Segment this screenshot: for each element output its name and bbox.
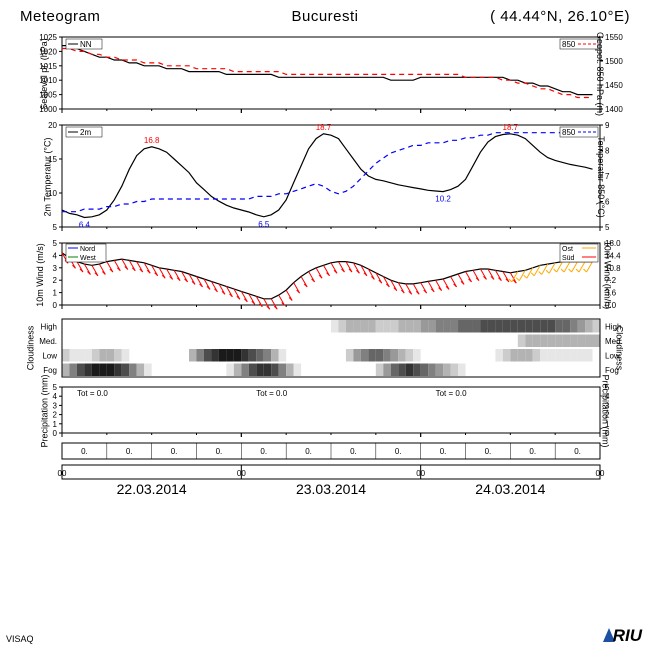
svg-text:1400: 1400: [605, 105, 623, 114]
svg-text:Tot = 0.0: Tot = 0.0: [256, 389, 287, 398]
svg-text:0.: 0.: [126, 447, 133, 456]
svg-text:0.: 0.: [440, 447, 447, 456]
panels-container: 1000100510101015102010251400145015001550…: [0, 31, 650, 497]
svg-text:High: High: [41, 322, 57, 331]
svg-text:00: 00: [237, 469, 246, 478]
svg-text:1550: 1550: [605, 33, 623, 42]
svg-text:10.2: 10.2: [435, 195, 451, 204]
svg-text:850: 850: [562, 40, 576, 49]
svg-text:0.: 0.: [574, 447, 581, 456]
svg-text:0: 0: [53, 429, 58, 438]
svg-text:Süd: Süd: [562, 255, 575, 262]
svg-text:0: 0: [53, 301, 58, 310]
svg-text:0.: 0.: [260, 447, 267, 456]
svg-text:9: 9: [605, 121, 610, 130]
svg-text:0.: 0.: [485, 447, 492, 456]
svg-text:0.: 0.: [529, 447, 536, 456]
svg-text:5: 5: [53, 383, 58, 392]
svg-text:0.: 0.: [350, 447, 357, 456]
svg-text:1: 1: [53, 420, 58, 429]
svg-text:0.: 0.: [81, 447, 88, 456]
svg-text:0.: 0.: [395, 447, 402, 456]
svg-text:Nord: Nord: [80, 246, 95, 253]
svg-text:4: 4: [53, 251, 58, 260]
svg-text:2: 2: [53, 276, 58, 285]
svg-text:23.03.2014: 23.03.2014: [296, 481, 366, 497]
svg-text:3: 3: [53, 264, 58, 273]
svg-text:24.03.2014: 24.03.2014: [475, 481, 545, 497]
svg-text:18.7: 18.7: [503, 123, 519, 132]
svg-text:00: 00: [596, 469, 605, 478]
svg-text:16.8: 16.8: [144, 136, 160, 145]
svg-text:3: 3: [53, 401, 58, 410]
svg-text:4: 4: [53, 392, 58, 401]
svg-text:Med.: Med.: [39, 337, 57, 346]
svg-text:Low: Low: [42, 351, 57, 360]
svg-text:0.: 0.: [305, 447, 312, 456]
svg-text:6.5: 6.5: [258, 220, 270, 229]
svg-text:NN: NN: [80, 40, 92, 49]
svg-text:2m: 2m: [80, 128, 91, 137]
svg-text:00: 00: [416, 469, 425, 478]
svg-text:1450: 1450: [605, 81, 623, 90]
footer-left: VISAQ: [6, 634, 34, 644]
svg-text:00: 00: [58, 469, 67, 478]
svg-text:850: 850: [562, 128, 576, 137]
svg-text:0.: 0.: [171, 447, 178, 456]
svg-text:1: 1: [53, 289, 58, 298]
footer-logo: RIU: [603, 626, 642, 646]
header-title: Meteogram: [20, 8, 223, 25]
svg-text:Ost: Ost: [562, 246, 573, 253]
svg-text:5: 5: [605, 223, 610, 232]
svg-text:18.7: 18.7: [316, 123, 332, 132]
svg-text:Tot = 0.0: Tot = 0.0: [77, 389, 108, 398]
svg-text:1500: 1500: [605, 57, 623, 66]
svg-text:West: West: [80, 255, 96, 262]
header-coords: ( 44.44°N, 26.10°E): [427, 8, 630, 25]
svg-text:22.03.2014: 22.03.2014: [117, 481, 187, 497]
header-location: Bucuresti: [223, 8, 426, 25]
svg-text:Fog: Fog: [43, 366, 57, 375]
svg-text:6.4: 6.4: [79, 220, 91, 229]
svg-text:Tot = 0.0: Tot = 0.0: [436, 389, 467, 398]
svg-text:20: 20: [48, 121, 57, 130]
svg-text:0.: 0.: [216, 447, 223, 456]
svg-text:2: 2: [53, 411, 58, 420]
svg-text:5: 5: [53, 239, 58, 248]
svg-text:5: 5: [53, 223, 58, 232]
header: Meteogram Bucuresti ( 44.44°N, 26.10°E): [0, 0, 650, 29]
